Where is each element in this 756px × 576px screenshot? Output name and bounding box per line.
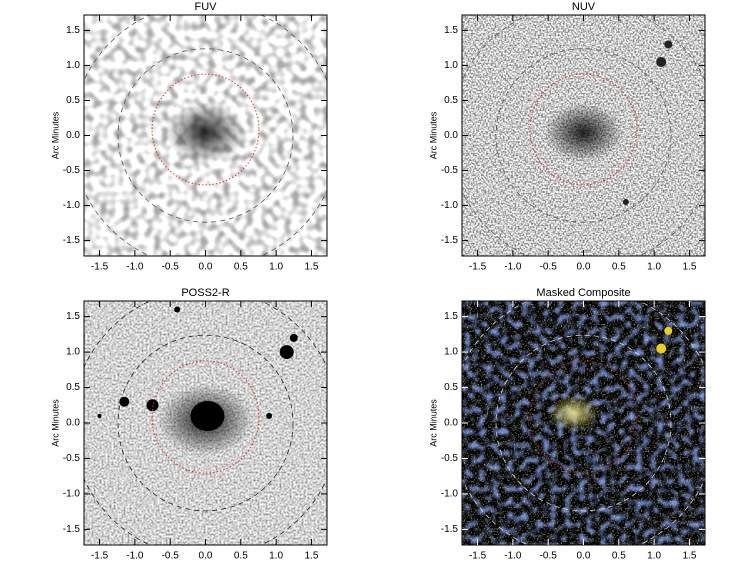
y-tick-label: -0.5 bbox=[63, 453, 81, 464]
aperture-red bbox=[529, 360, 638, 474]
x-tick-label: 1.0 bbox=[647, 262, 661, 273]
y-tick-label: -0.5 bbox=[63, 165, 81, 176]
y-tick-label: -1.5 bbox=[441, 524, 459, 535]
y-tick-label: 0.5 bbox=[444, 382, 458, 393]
aperture bbox=[495, 48, 672, 223]
x-tick-label: -0.5 bbox=[540, 262, 558, 273]
star bbox=[119, 396, 130, 407]
y-tick-label: 1.5 bbox=[444, 25, 458, 36]
x-tick-label: -1.5 bbox=[91, 262, 109, 273]
y-axis-label: Arc Minutes bbox=[428, 399, 438, 447]
x-tick-label: -1.0 bbox=[126, 262, 144, 273]
aperture bbox=[117, 334, 294, 512]
image bbox=[84, 301, 327, 545]
y-tick-label: -1.0 bbox=[63, 200, 81, 211]
y-tick-label: -0.5 bbox=[441, 453, 459, 464]
y-tick-label: -1.5 bbox=[63, 524, 81, 535]
x-tick-label: 1.0 bbox=[269, 551, 283, 562]
panel: Masked Composite Arc Minutes -1.5 -1.0 -0.5 0… bbox=[428, 287, 706, 562]
panel-title: NUV bbox=[572, 1, 596, 13]
star bbox=[656, 56, 667, 67]
galaxy-core bbox=[190, 401, 225, 431]
y-tick-label: 1.5 bbox=[66, 25, 80, 36]
y-tick-label: -0.5 bbox=[441, 165, 459, 176]
x-tick-label: 0.0 bbox=[577, 551, 591, 562]
x-tick-label: 0.0 bbox=[199, 262, 213, 273]
x-tick-label: -0.5 bbox=[162, 551, 180, 562]
y-tick-label: 0.5 bbox=[444, 95, 458, 106]
y-tick-label: -1.0 bbox=[63, 489, 81, 500]
y-tick-label: 0.5 bbox=[66, 95, 80, 106]
panel: POSS2-R Arc Minutes -1.5 -1.0 -0.5 0.0 0.5 1.0 1… bbox=[50, 287, 328, 562]
source bbox=[165, 102, 246, 163]
aperture-red bbox=[151, 360, 260, 474]
image bbox=[462, 15, 705, 256]
panel-title: FUV bbox=[195, 1, 218, 13]
x-tick-label: -0.5 bbox=[162, 262, 180, 273]
x-tick-label: -1.5 bbox=[91, 551, 109, 562]
panel-title: Masked Composite bbox=[536, 287, 630, 299]
x-tick-label: 0.5 bbox=[234, 551, 248, 562]
y-axis-label: Arc Minutes bbox=[50, 111, 60, 159]
y-tick-label: 0.5 bbox=[66, 382, 80, 393]
aperture bbox=[495, 334, 672, 512]
y-tick-label: 1.0 bbox=[66, 347, 80, 358]
star bbox=[656, 343, 667, 354]
x-tick-label: 1.5 bbox=[305, 262, 319, 273]
x-tick-label: 0.5 bbox=[612, 262, 626, 273]
aperture bbox=[117, 48, 294, 223]
star bbox=[664, 40, 673, 49]
y-tick-label: 1.0 bbox=[444, 60, 458, 71]
y-tick-label: 1.5 bbox=[66, 311, 80, 322]
star bbox=[266, 412, 273, 419]
y-tick-label: 0.0 bbox=[66, 418, 80, 429]
x-tick-label: 0.5 bbox=[234, 262, 248, 273]
y-tick-label: -1.5 bbox=[63, 235, 81, 246]
x-tick-label: -1.5 bbox=[469, 262, 487, 273]
x-tick-label: -1.0 bbox=[504, 551, 522, 562]
star bbox=[289, 333, 298, 342]
x-tick-label: 0.0 bbox=[577, 262, 591, 273]
star bbox=[146, 399, 159, 412]
y-tick-label: 0.0 bbox=[444, 418, 458, 429]
x-tick-label: -1.5 bbox=[469, 551, 487, 562]
x-tick-label: -1.0 bbox=[504, 262, 522, 273]
y-tick-label: 0.0 bbox=[444, 130, 458, 141]
x-tick-label: 1.5 bbox=[305, 551, 319, 562]
panel: NUV Arc Minutes -1.5 -1.0 -0.5 0.0 0.5 1.0 1.5 -1… bbox=[428, 1, 706, 273]
y-tick-label: 0.0 bbox=[66, 130, 80, 141]
aperture-red bbox=[151, 73, 260, 186]
x-tick-label: -0.5 bbox=[540, 551, 558, 562]
image bbox=[462, 301, 705, 545]
star bbox=[279, 345, 294, 360]
y-tick-label: -1.0 bbox=[441, 200, 459, 211]
star bbox=[622, 199, 629, 206]
y-tick-label: -1.5 bbox=[441, 235, 459, 246]
y-tick-label: -1.0 bbox=[441, 489, 459, 500]
x-tick-label: 0.0 bbox=[199, 551, 213, 562]
x-tick-label: 1.5 bbox=[683, 551, 697, 562]
y-axis-label: Arc Minutes bbox=[428, 111, 438, 159]
y-axis-label: Arc Minutes bbox=[50, 399, 60, 447]
aperture-red bbox=[529, 73, 638, 186]
star bbox=[97, 413, 102, 418]
image bbox=[84, 15, 327, 256]
panel-title: POSS2-R bbox=[181, 287, 229, 299]
x-tick-label: 1.0 bbox=[647, 551, 661, 562]
y-tick-label: 1.5 bbox=[444, 311, 458, 322]
x-tick-label: 1.5 bbox=[683, 262, 697, 273]
x-tick-label: 1.0 bbox=[269, 262, 283, 273]
x-tick-label: -1.0 bbox=[126, 551, 144, 562]
y-tick-label: 1.0 bbox=[444, 347, 458, 358]
star bbox=[664, 326, 673, 335]
star bbox=[174, 306, 181, 313]
x-tick-label: 0.5 bbox=[612, 551, 626, 562]
source bbox=[543, 102, 624, 163]
y-tick-label: 1.0 bbox=[66, 60, 80, 71]
source bbox=[547, 395, 600, 431]
panel: FUV Arc Minutes -1.5 -1.0 -0.5 0.0 0.5 1.0 1.5 -1… bbox=[50, 1, 328, 273]
